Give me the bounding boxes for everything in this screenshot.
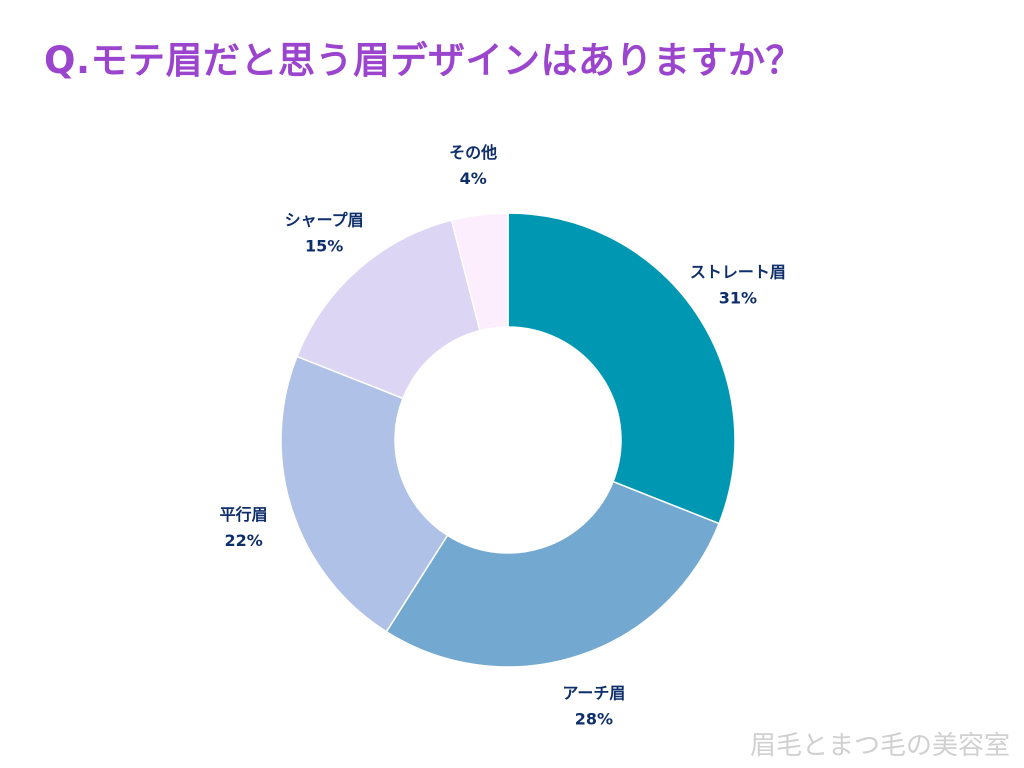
watermark: 眉毛とまつ毛の美容室 bbox=[749, 731, 1010, 761]
slice-label-1: アーチ眉 28% bbox=[562, 683, 625, 728]
slice-4 bbox=[450, 212, 509, 332]
slice-label-4: その他 4% bbox=[449, 143, 497, 188]
slice-label-0: ストレート眉 31% bbox=[690, 263, 786, 308]
slice-2 bbox=[280, 355, 449, 633]
slice-3 bbox=[295, 219, 481, 400]
slice-label-3: シャープ眉 15% bbox=[285, 210, 364, 255]
chart-title: Q.モテ眉だと思う眉デザインはありますか？ bbox=[44, 39, 804, 82]
slice-0 bbox=[507, 212, 736, 525]
slice-label-2: 平行眉 22% bbox=[220, 505, 268, 550]
slice-1 bbox=[385, 480, 721, 668]
